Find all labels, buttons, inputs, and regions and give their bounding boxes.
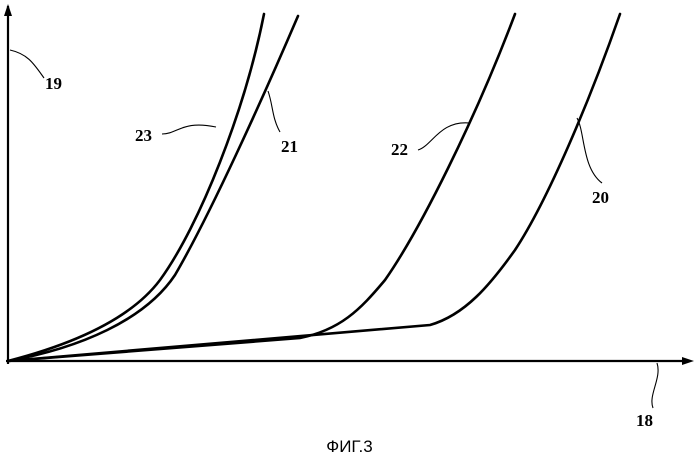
curve-22	[8, 14, 515, 361]
axes	[4, 4, 694, 365]
label-21: 21	[281, 137, 298, 156]
figure-caption: ФИГ.3	[0, 437, 699, 457]
label-23: 23	[135, 126, 152, 145]
curve-23	[8, 14, 264, 361]
curve-20	[8, 14, 620, 361]
y-axis-arrowhead	[4, 4, 12, 16]
curve-21	[8, 16, 298, 361]
label-20: 20	[592, 188, 609, 207]
leader-19	[10, 50, 44, 78]
leader-18	[652, 363, 658, 408]
x-axis-arrowhead	[682, 357, 694, 365]
leader-20	[577, 118, 602, 183]
leader-21	[268, 91, 280, 132]
leader-23	[162, 125, 216, 134]
label-19: 19	[45, 74, 62, 93]
label-22: 22	[391, 140, 408, 159]
label-18: 18	[636, 411, 653, 430]
